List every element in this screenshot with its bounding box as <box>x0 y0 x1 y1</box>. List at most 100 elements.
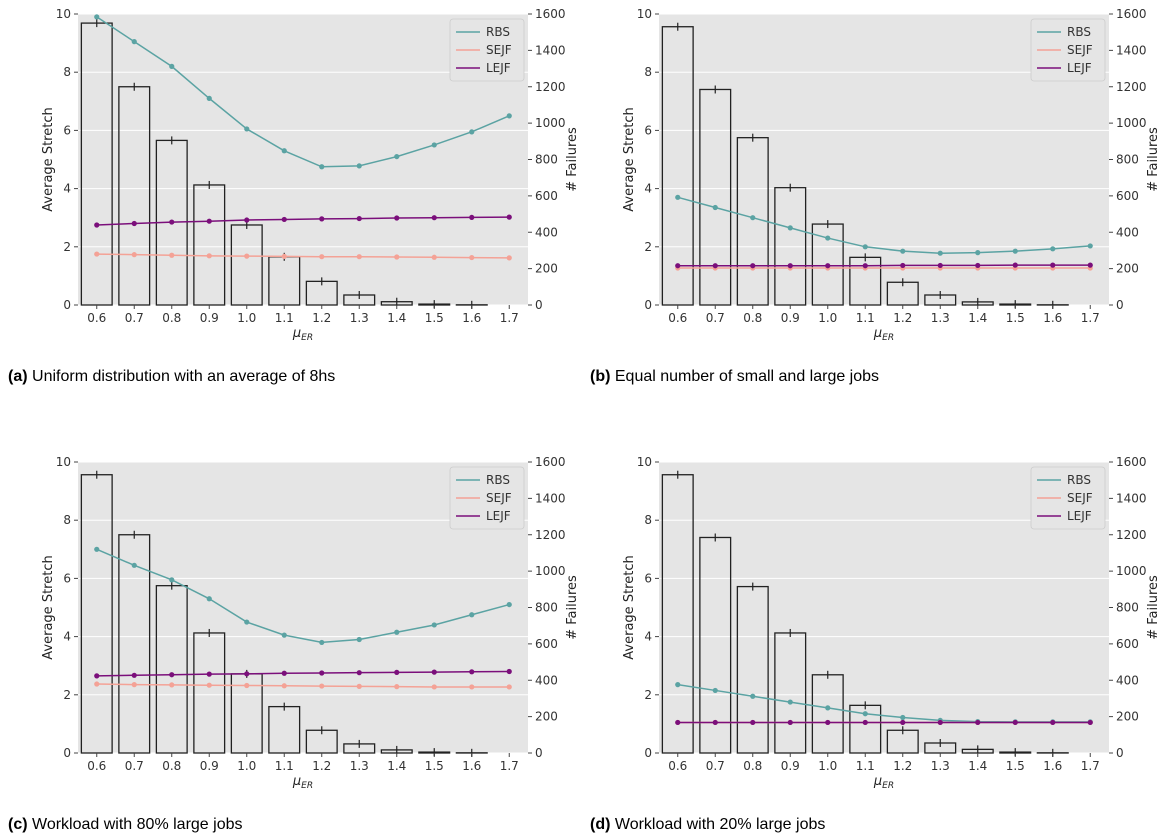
x-tick-label: 1.3 <box>350 759 369 773</box>
y2-tick-label: 600 <box>1116 637 1139 651</box>
series-point-lejf <box>787 263 793 269</box>
x-tick-label: 0.7 <box>706 311 725 325</box>
y2-tick-label: 200 <box>1116 710 1139 724</box>
series-point-rbs <box>394 153 400 160</box>
x-axis-label-main: μ <box>873 326 882 341</box>
series-point-lejf <box>244 671 250 677</box>
series-point-rbs <box>1050 246 1056 252</box>
x-tick-label: 1.5 <box>1006 759 1025 773</box>
series-point-lejf <box>1087 719 1093 726</box>
series-point-rbs <box>469 612 475 618</box>
y2-tick-label: 800 <box>535 153 558 167</box>
legend-label: LEJF <box>486 61 511 75</box>
y2-tick-label: 400 <box>535 225 558 239</box>
y-tick-label: 10 <box>56 7 71 21</box>
y2-tick-label: 1600 <box>535 455 566 469</box>
series-point-rbs <box>900 248 906 254</box>
x-tick-label: 1.4 <box>968 759 987 773</box>
x-tick-label: 1.0 <box>237 759 256 773</box>
x-tick-label: 1.7 <box>500 759 519 773</box>
y2-tick-label: 0 <box>535 746 543 760</box>
series-point-rbs <box>281 148 287 154</box>
y-tick-label: 4 <box>63 182 71 196</box>
legend-box <box>1030 466 1106 530</box>
y2-tick-label: 800 <box>1116 601 1139 615</box>
series-point-lejf <box>319 670 325 676</box>
x-tick-label: 1.7 <box>1081 311 1100 325</box>
series-point-sejf <box>319 254 325 260</box>
series-point-rbs <box>169 577 175 583</box>
y-tick-label: 0 <box>644 746 652 760</box>
chart-panel-d: 0 2 4 6 8 10 0 200 400 600 800 1000 1200 1400 1600 0.6 0… <box>622 455 1161 791</box>
legend-label: LEJF <box>1067 61 1092 75</box>
y-tick-label: 4 <box>63 630 71 644</box>
series-point-lejf <box>862 719 868 726</box>
y-tick-label: 2 <box>644 688 652 702</box>
y2-tick-label: 1000 <box>535 564 566 578</box>
y-axis-label: Average Stretch <box>622 555 637 659</box>
series-point-sejf <box>206 253 212 259</box>
legend-label: LEJF <box>1067 509 1092 523</box>
x-axis-label-sub: ER <box>301 781 313 791</box>
series-point-sejf <box>169 252 175 258</box>
x-tick-label: 1.3 <box>931 311 950 325</box>
x-tick-label: 1.1 <box>856 759 875 773</box>
y2-tick-label: 200 <box>535 710 558 724</box>
x-tick-label: 0.7 <box>125 759 144 773</box>
chart-panel-a: 0 2 4 6 8 10 0 200 400 600 800 1000 1200 1400 1600 0.6 0… <box>41 7 580 343</box>
series-point-rbs <box>94 14 100 20</box>
series-point-lejf <box>394 215 400 221</box>
x-axis-label-sub: ER <box>882 781 894 791</box>
caption-text: Workload with 20% large jobs <box>610 816 826 833</box>
y2-tick-label: 0 <box>535 298 543 312</box>
y-tick-label: 8 <box>63 65 71 79</box>
series-point-lejf <box>94 673 100 679</box>
y-tick-label: 10 <box>637 7 652 21</box>
y2-tick-label: 400 <box>535 673 558 687</box>
caption-text: Equal number of small and large jobs <box>610 368 880 385</box>
x-tick-label: 1.1 <box>275 759 294 773</box>
series-point-lejf <box>506 214 512 220</box>
series-point-lejf <box>281 216 287 223</box>
x-axis-label-sub: ER <box>301 333 313 343</box>
x-axis-label: μER <box>292 774 313 791</box>
series-line-rbs <box>96 548 510 644</box>
x-tick-label: 0.6 <box>87 311 106 325</box>
y2-tick-label: 1000 <box>1116 116 1147 130</box>
series-line-sejf <box>96 253 510 259</box>
y2-tick-label: 1000 <box>535 116 566 130</box>
y-tick-label: 4 <box>644 182 652 196</box>
series-point-lejf <box>750 719 756 726</box>
y2-tick-label: 600 <box>1116 189 1139 203</box>
x-axis-label: μER <box>292 326 313 343</box>
y2-tick-label: 400 <box>1116 225 1139 239</box>
series-point-lejf <box>675 719 681 726</box>
series-point-lejf <box>1012 719 1018 726</box>
x-tick-label: 0.9 <box>781 311 800 325</box>
x-tick-label: 1.4 <box>387 311 406 325</box>
series-point-rbs <box>712 687 718 694</box>
y2-tick-label: 1000 <box>1116 564 1147 578</box>
x-axis-label: μER <box>873 774 894 791</box>
y2-tick-label: 1400 <box>535 491 566 505</box>
series-point-sejf <box>431 254 437 260</box>
x-tick-label: 1.4 <box>968 311 987 325</box>
series-point-lejf <box>206 671 212 677</box>
y-tick-label: 8 <box>63 513 71 527</box>
x-tick-label: 1.1 <box>275 311 294 325</box>
series-point-rbs <box>94 546 100 552</box>
y-tick-label: 2 <box>644 240 652 254</box>
series-point-lejf <box>975 262 981 269</box>
series-point-sejf <box>94 681 100 687</box>
series-point-rbs <box>675 682 681 688</box>
x-tick-label: 0.7 <box>125 311 144 325</box>
y2-tick-label: 200 <box>1116 262 1139 276</box>
series-point-lejf <box>356 215 362 222</box>
y2-tick-label: 0 <box>1116 298 1124 312</box>
series-point-rbs <box>862 244 868 250</box>
x-tick-label: 1.3 <box>350 311 369 325</box>
x-tick-label: 1.2 <box>893 759 912 773</box>
series-point-lejf <box>169 672 175 678</box>
series-point-sejf <box>169 682 175 688</box>
x-tick-label: 1.0 <box>818 759 837 773</box>
